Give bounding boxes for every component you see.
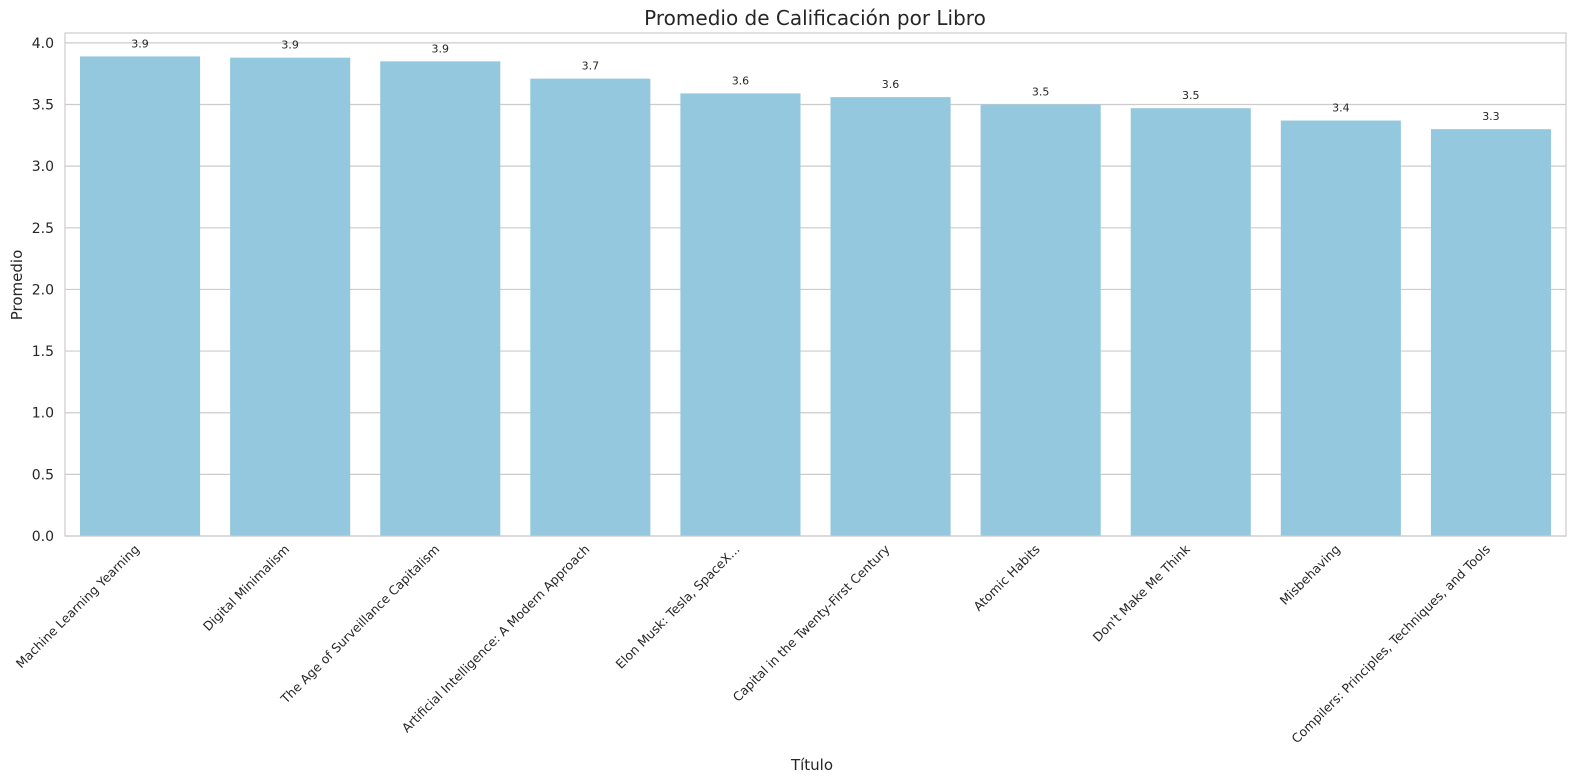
x-tick-label: Artificial Intelligence: A Modern Approa…: [399, 542, 593, 736]
bar-value-label: 3.5: [1032, 86, 1050, 99]
bar-value-label: 3.3: [1482, 110, 1500, 123]
x-tick-label: Machine Learning Yearning: [13, 542, 142, 671]
bar-value-label: 3.6: [732, 74, 750, 87]
chart-title: Promedio de Calificación por Libro: [644, 6, 986, 30]
y-tick-label: 2.5: [32, 221, 54, 237]
y-tick-label: 0.5: [32, 467, 54, 483]
bar-value-label: 3.5: [1182, 89, 1200, 102]
bar: [980, 104, 1101, 536]
y-tick-label: 2.0: [32, 282, 54, 298]
value-labels: 3.9 3.9 3.9 3.7 3.6 3.6 3.5 3.5 3.4 3.3: [131, 37, 1499, 123]
bar-value-label: 3.9: [131, 37, 149, 50]
bar-value-label: 3.7: [582, 60, 600, 73]
bar-value-label: 3.9: [281, 39, 299, 52]
y-axis-label: Promedio: [8, 250, 26, 321]
x-tick-label: Don't Make Me Think: [1090, 541, 1194, 645]
bar: [530, 78, 651, 536]
x-axis-label: Título: [790, 756, 833, 774]
x-tick-label: Elon Musk: Tesla, SpaceX...: [613, 542, 743, 672]
x-tick-label: The Age of Surveillance Capitalism: [277, 542, 442, 707]
x-tick-labels: Machine Learning Yearning Digital Minimal…: [13, 541, 1493, 746]
bar: [680, 93, 801, 537]
bar: [1130, 108, 1251, 536]
x-tick-label: Misbehaving: [1277, 542, 1343, 608]
bar: [1430, 129, 1551, 537]
bar-value-label: 3.9: [432, 42, 450, 55]
bar: [80, 56, 201, 537]
bar-value-label: 3.4: [1332, 102, 1350, 115]
y-tick-label: 3.0: [32, 159, 54, 175]
x-tick-label: Capital in the Twenty-First Century: [730, 541, 894, 705]
y-tick-label: 1.0: [32, 406, 54, 422]
y-tick-label: 1.5: [32, 344, 54, 360]
y-tick-label: 4.0: [32, 36, 54, 52]
bar-value-label: 3.6: [882, 78, 900, 91]
y-tick-labels: 0.0 0.5 1.0 1.5 2.0 2.5 3.0 3.5 4.0: [32, 36, 54, 545]
bar: [380, 61, 501, 536]
x-tick-label: Atomic Habits: [970, 542, 1042, 614]
bars: [80, 56, 1551, 537]
bar: [830, 97, 951, 536]
plot-frame: [64, 32, 1567, 537]
bar: [230, 57, 351, 537]
x-tick-label: Digital Minimalism: [200, 542, 292, 634]
y-tick-label: 0.0: [32, 529, 54, 545]
y-tick-label: 3.5: [32, 98, 54, 114]
bar: [1280, 120, 1401, 536]
